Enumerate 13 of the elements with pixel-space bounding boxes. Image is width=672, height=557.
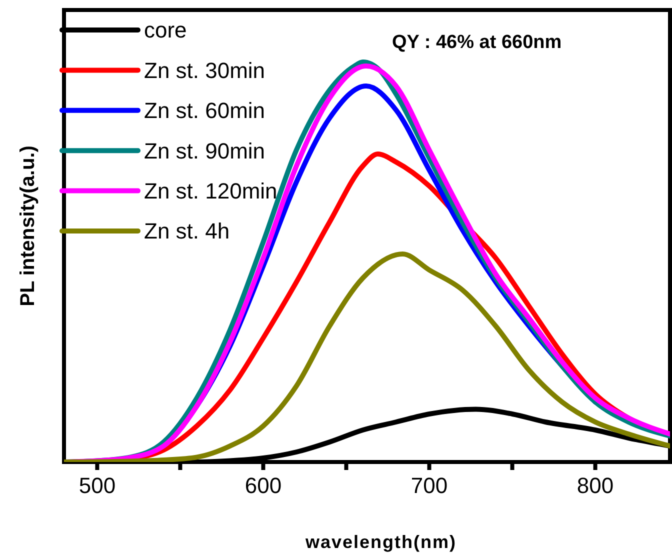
legend-label: Zn st. 30min [144,58,266,83]
legend-label: core [144,18,187,43]
legend-label: Zn st. 120min [144,178,278,204]
x-tick-label: 800 [576,472,614,498]
x-tick-label: 600 [244,472,282,498]
x-tick-label: 700 [410,472,448,498]
y-axis-title: PL intensity(a.u.) [17,146,39,306]
legend-label: Zn st. 90min [144,138,266,164]
legend-label: Zn st. 4h [144,218,230,244]
text: QY : 46% at 660nm [392,32,562,53]
x-axis-title: wavelength(nm) [304,532,457,552]
legend-label: Zn st. 60min [144,98,266,124]
x-tick-label: 500 [78,472,116,498]
